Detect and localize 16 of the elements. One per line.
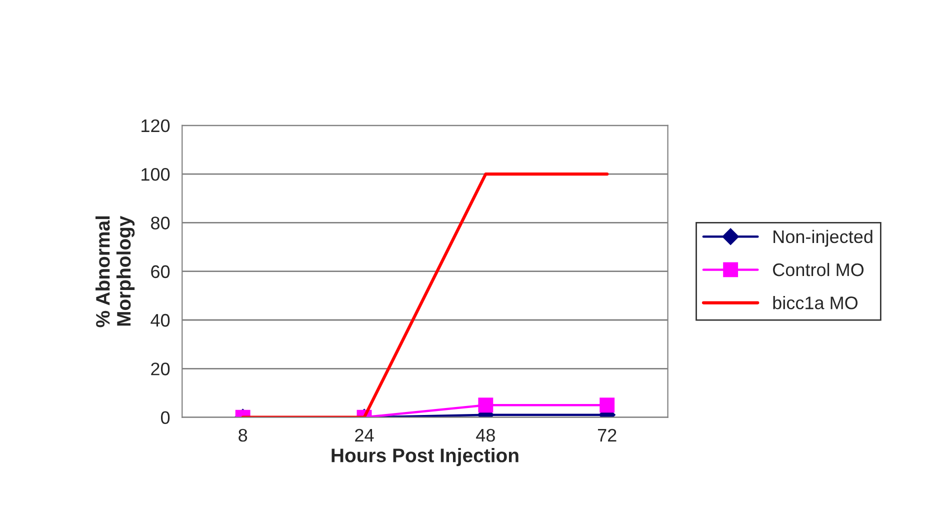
y-tick-label: 120 xyxy=(142,119,170,132)
x-tick-label: 48 xyxy=(476,428,495,442)
y-tick-label: 80 xyxy=(151,216,170,230)
y-axis-title: % Abnormal Morphology xyxy=(95,216,135,328)
x-tick-label: 24 xyxy=(355,428,374,442)
legend-label: bicc1a MO xyxy=(773,296,858,310)
x-tick-label: 72 xyxy=(598,428,616,442)
y-tick-label: 0 xyxy=(160,411,170,424)
legend-label: Non-injected xyxy=(774,230,872,247)
x-axis-title: Hours Post Injection xyxy=(332,448,518,466)
y-tick-label: 100 xyxy=(142,168,170,181)
y-tick-label: 40 xyxy=(150,314,170,327)
x-tick-label: 8 xyxy=(238,428,248,442)
y-tick-label: 60 xyxy=(151,265,170,278)
legend-label: Control MO xyxy=(773,262,864,276)
y-tick-label: 20 xyxy=(151,362,170,376)
